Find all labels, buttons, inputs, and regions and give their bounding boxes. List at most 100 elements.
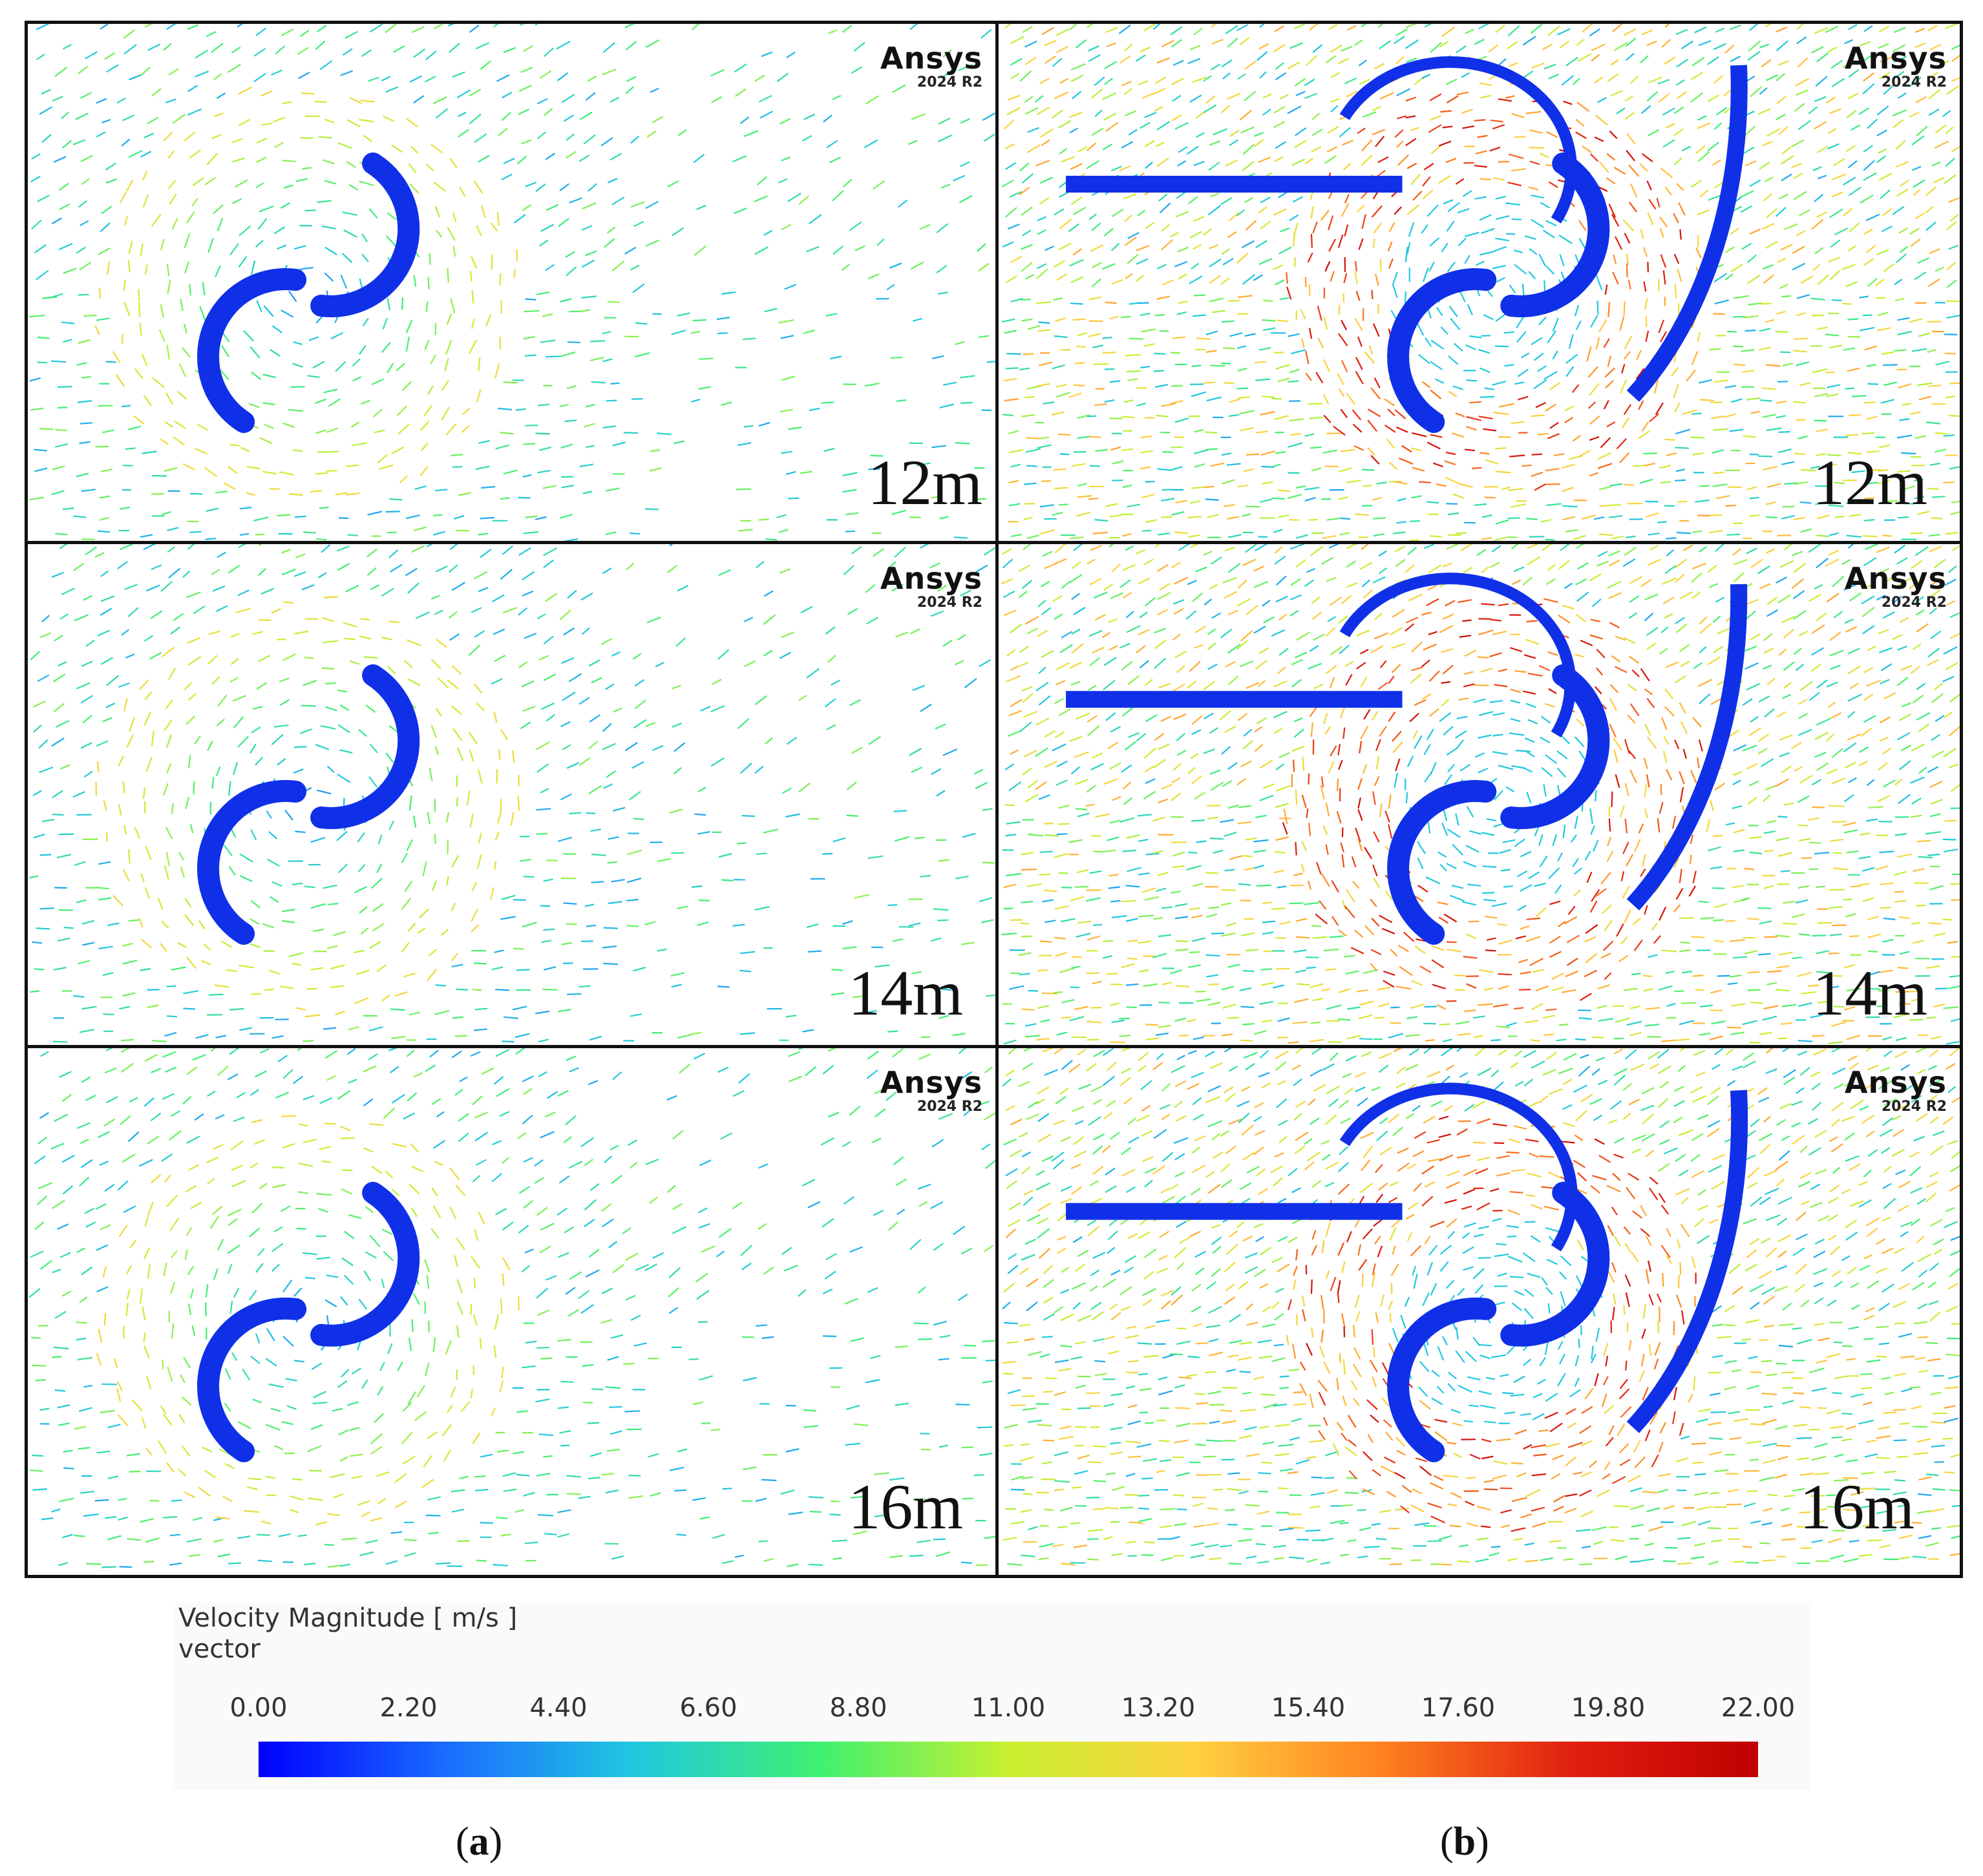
velocity-vector: [1596, 1004, 1607, 1009]
velocity-vector: [1463, 956, 1478, 959]
velocity-vector: [955, 660, 964, 666]
velocity-vector: [1196, 132, 1205, 138]
velocity-vector: [754, 695, 768, 706]
velocity-vector: [189, 824, 194, 834]
velocity-vector: [1342, 162, 1352, 171]
velocity-vector: [1646, 774, 1650, 788]
velocity-vector: [1205, 350, 1217, 353]
velocity-vector: [1766, 128, 1781, 137]
velocity-vector: [1558, 560, 1570, 570]
velocity-vector: [1877, 795, 1891, 803]
velocity-vector: [1779, 734, 1793, 741]
velocity-vector: [1880, 189, 1891, 200]
velocity-vector: [1337, 988, 1351, 993]
velocity-vector: [1124, 88, 1132, 96]
velocity-vector: [1289, 42, 1304, 49]
velocity-vector: [502, 1040, 514, 1043]
velocity-vector: [1518, 395, 1529, 401]
velocity-vector: [1140, 328, 1156, 333]
velocity-vector: [1816, 211, 1828, 218]
velocity-vector: [1011, 533, 1023, 538]
velocity-vector: [256, 300, 262, 313]
velocity-vector: [798, 782, 811, 793]
velocity-vector: [1342, 727, 1346, 739]
velocity-vector: [1878, 444, 1891, 448]
velocity-vector: [256, 156, 267, 163]
velocity-vector: [1277, 885, 1287, 889]
velocity-vector: [1209, 244, 1218, 249]
velocity-vector: [1618, 954, 1629, 963]
velocity-vector: [1867, 915, 1879, 921]
velocity-vector: [1068, 839, 1083, 843]
velocity-vector: [1863, 72, 1874, 82]
velocity-vector: [1153, 370, 1165, 372]
velocity-vector: [1346, 392, 1356, 405]
velocity-vector: [1271, 463, 1281, 468]
velocity-vector: [1697, 209, 1710, 216]
velocity-vector: [829, 156, 842, 163]
velocity-vector: [1576, 101, 1590, 112]
velocity-vector: [1110, 1002, 1119, 1006]
velocity-vector: [322, 617, 335, 622]
velocity-vector: [1880, 663, 1893, 671]
velocity-vector: [1337, 58, 1350, 65]
velocity-vector: [1797, 713, 1808, 719]
velocity-vector: [1344, 905, 1355, 918]
velocity-vector: [348, 1026, 359, 1031]
velocity-vector: [275, 1018, 289, 1020]
velocity-vector: [1154, 352, 1166, 355]
velocity-vector: [1892, 44, 1906, 53]
velocity-vector: [1353, 929, 1364, 938]
velocity-vector: [355, 969, 370, 975]
velocity-vector: [756, 560, 765, 569]
velocity-vector: [1156, 887, 1167, 892]
velocity-vector: [1833, 867, 1849, 870]
velocity-vector: [1287, 494, 1302, 500]
velocity-vector: [1275, 803, 1289, 808]
velocity-vector: [697, 830, 710, 835]
velocity-vector: [672, 684, 681, 690]
velocity-vector: [407, 923, 416, 933]
velocity-vector: [474, 1028, 487, 1031]
velocity-vector: [310, 903, 326, 909]
velocity-vector: [1338, 929, 1348, 937]
velocity-vector: [1304, 579, 1315, 587]
velocity-vector: [1763, 633, 1773, 642]
velocity-vector: [1740, 896, 1750, 901]
velocity-vector: [1538, 316, 1547, 326]
velocity-vector: [1161, 39, 1174, 48]
velocity-vector: [1262, 319, 1276, 322]
velocity-vector: [1305, 373, 1312, 381]
velocity-vector: [1894, 297, 1905, 302]
velocity-vector: [851, 746, 863, 754]
velocity-vector: [1394, 206, 1402, 215]
velocity-vector: [249, 346, 260, 359]
velocity-vector: [696, 204, 706, 211]
velocity-vector: [545, 355, 561, 358]
velocity-vector: [1862, 83, 1875, 95]
velocity-vector: [1054, 697, 1065, 704]
velocity-vector: [50, 360, 67, 363]
velocity-vector: [1255, 659, 1267, 670]
velocity-vector: [1928, 589, 1941, 599]
velocity-vector: [498, 749, 501, 760]
velocity-vector: [99, 495, 111, 499]
velocity-vector: [919, 224, 931, 230]
velocity-vector: [166, 344, 171, 360]
velocity-vector: [103, 799, 107, 811]
velocity-vector: [1363, 969, 1379, 975]
velocity-vector: [954, 536, 968, 539]
velocity-vector: [1019, 721, 1032, 733]
velocity-vector: [1027, 324, 1041, 330]
velocity-vector: [578, 757, 591, 766]
velocity-vector: [1512, 579, 1522, 585]
velocity-vector: [302, 1040, 314, 1042]
velocity-vector: [1796, 36, 1807, 45]
velocity-vector: [513, 1006, 527, 1011]
velocity-vector: [1108, 886, 1121, 889]
velocity-vector: [1238, 295, 1253, 299]
velocity-vector: [1659, 228, 1664, 238]
velocity-vector: [1912, 940, 1924, 944]
velocity-vector: [1143, 558, 1154, 565]
velocity-vector: [1422, 189, 1434, 200]
